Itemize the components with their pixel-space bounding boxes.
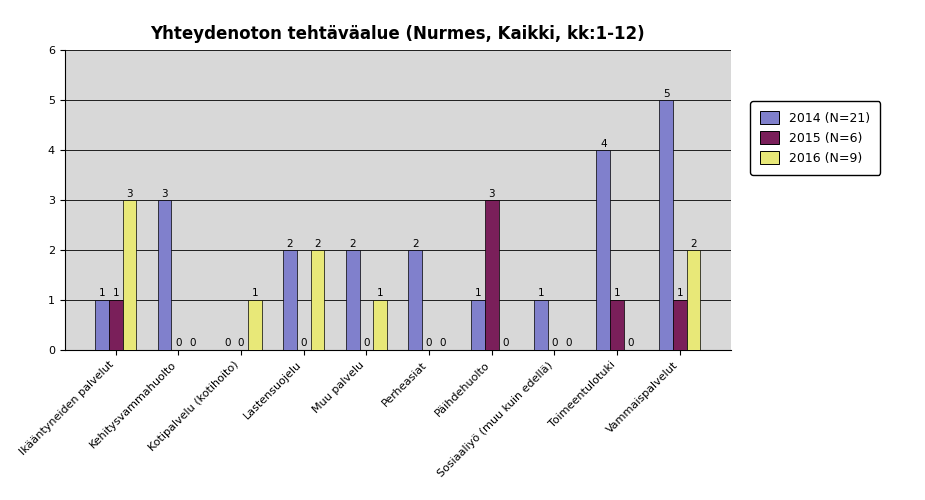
Bar: [157, 200, 171, 350]
Bar: [123, 200, 136, 350]
Text: 0: 0: [224, 338, 230, 348]
Bar: [597, 150, 610, 350]
Text: 2: 2: [314, 238, 321, 248]
Text: 2: 2: [350, 238, 356, 248]
Text: 3: 3: [161, 188, 168, 198]
Text: 0: 0: [238, 338, 244, 348]
Bar: [660, 100, 672, 350]
Text: 0: 0: [426, 338, 432, 348]
Text: 2: 2: [690, 238, 697, 248]
Text: 0: 0: [301, 338, 307, 348]
Bar: [374, 300, 387, 350]
Bar: [248, 300, 262, 350]
Text: 0: 0: [565, 338, 572, 348]
Bar: [409, 250, 422, 350]
Bar: [95, 300, 109, 350]
Text: 1: 1: [537, 288, 544, 298]
Text: 1: 1: [676, 288, 683, 298]
Bar: [534, 300, 548, 350]
Legend: 2014 (N=21), 2015 (N=6), 2016 (N=9): 2014 (N=21), 2015 (N=6), 2016 (N=9): [750, 102, 881, 174]
Text: 0: 0: [551, 338, 558, 348]
Bar: [283, 250, 297, 350]
Bar: [610, 300, 624, 350]
Text: 0: 0: [175, 338, 181, 348]
Bar: [109, 300, 123, 350]
Text: 1: 1: [113, 288, 119, 298]
Bar: [672, 300, 686, 350]
Text: 1: 1: [475, 288, 481, 298]
Text: 1: 1: [252, 288, 258, 298]
Title: Yhteydenoton tehtäväalue (Nurmes, Kaikki, kk:1-12): Yhteydenoton tehtäväalue (Nurmes, Kaikki…: [151, 25, 645, 43]
Bar: [485, 200, 499, 350]
Text: 1: 1: [614, 288, 621, 298]
Text: 2: 2: [412, 238, 419, 248]
Text: 0: 0: [502, 338, 509, 348]
Bar: [346, 250, 360, 350]
Text: 5: 5: [662, 88, 670, 99]
Text: 1: 1: [376, 288, 384, 298]
Text: 3: 3: [126, 188, 133, 198]
Text: 1: 1: [99, 288, 105, 298]
Bar: [471, 300, 485, 350]
Text: 0: 0: [628, 338, 635, 348]
Text: 0: 0: [364, 338, 370, 348]
Text: 0: 0: [189, 338, 195, 348]
Text: 4: 4: [600, 138, 607, 148]
Text: 3: 3: [488, 188, 495, 198]
Text: 2: 2: [287, 238, 293, 248]
Bar: [311, 250, 325, 350]
Bar: [686, 250, 700, 350]
Text: 0: 0: [439, 338, 446, 348]
